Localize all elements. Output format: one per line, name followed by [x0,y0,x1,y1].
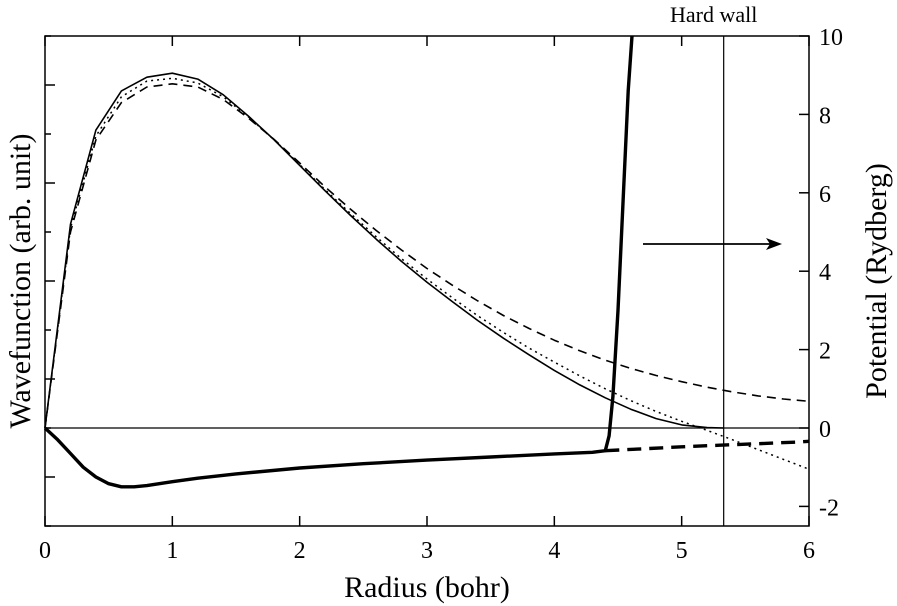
right-axis-arrow [643,238,782,250]
x-tick-label: 3 [421,538,433,564]
x-tick-label: 4 [548,538,560,564]
x-tick-label: 2 [294,538,306,564]
series-line-solid-thick [43,35,634,489]
series-line-dashed [44,83,810,429]
hard-wall-label: Hard wall [670,2,757,27]
x-tick-label: 5 [676,538,688,564]
series-line-dotted [44,77,810,470]
y-tick-label-right: 0 [819,417,831,443]
plot-lines [43,35,810,489]
y-tick-label-right: 4 [819,260,831,286]
y-tick-label-right: 8 [819,103,831,129]
y-tick-label-right: 6 [819,182,831,208]
series-line-solid-thin [44,72,724,429]
y-tick-label-right: 10 [819,25,843,51]
x-tick-label: 6 [803,538,815,564]
x-tick-label: 1 [166,538,178,564]
y-axis-left-title: Wavefunction (arb. unit) [4,134,37,429]
y-tick-label-right: -2 [819,495,839,521]
plot-frame [44,35,810,527]
y-tick-label-right: 2 [819,339,831,365]
x-axis-title: Radius (bohr) [344,571,510,604]
y-axis-right-title: Potential (Rydberg) [860,163,893,399]
series-line-dashed-thick [605,439,810,453]
x-tick-label: 0 [39,538,51,564]
